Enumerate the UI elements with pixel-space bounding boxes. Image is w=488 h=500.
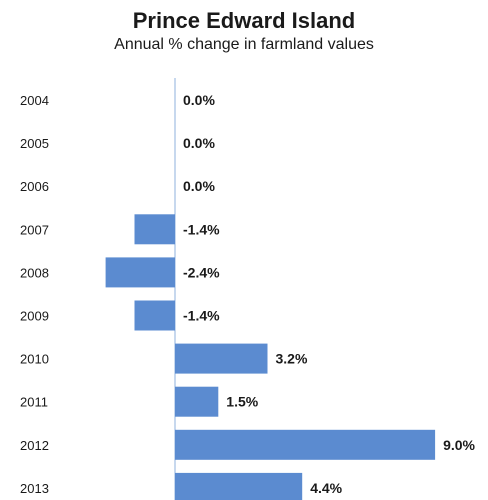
category-label: 2012 <box>20 438 49 453</box>
bar-2007 <box>135 214 176 244</box>
category-label: 2007 <box>20 222 49 237</box>
category-label: 2013 <box>20 481 49 496</box>
bar-2013 <box>175 473 302 500</box>
category-label: 2010 <box>20 352 49 367</box>
value-label: 3.2% <box>276 351 308 367</box>
bar-2011 <box>175 387 218 417</box>
value-label: 9.0% <box>443 437 475 453</box>
value-label: -1.4% <box>183 221 220 237</box>
category-label: 2011 <box>20 395 48 410</box>
category-label: 2006 <box>20 179 49 194</box>
value-label: 4.4% <box>310 480 342 496</box>
value-label: -1.4% <box>183 308 220 324</box>
value-label: 0.0% <box>183 135 215 151</box>
bar-2008 <box>106 257 175 287</box>
value-label: 0.0% <box>183 92 215 108</box>
bar-2009 <box>135 301 176 331</box>
category-label: 2005 <box>20 136 49 151</box>
value-label: 0.0% <box>183 178 215 194</box>
category-label: 2004 <box>20 93 49 108</box>
category-label: 2008 <box>20 265 49 280</box>
bar-2012 <box>175 430 435 460</box>
bar-2010 <box>175 344 268 374</box>
value-label: -2.4% <box>183 264 220 280</box>
value-label: 1.5% <box>226 394 258 410</box>
category-label: 2009 <box>20 309 49 324</box>
